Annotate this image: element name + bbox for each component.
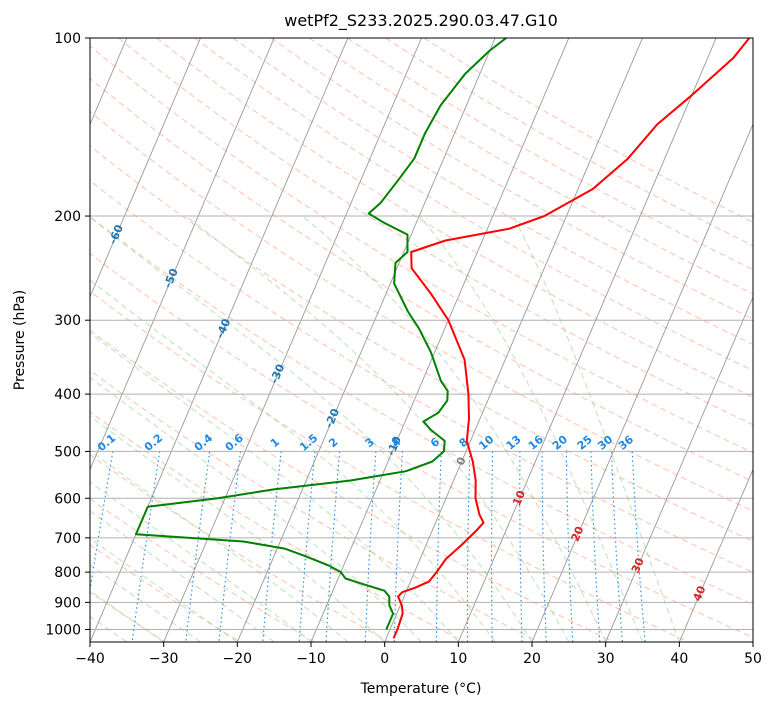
isotherms bbox=[0, 38, 775, 642]
moist-adiabats bbox=[0, 216, 679, 642]
y-tick-label: 500 bbox=[54, 444, 81, 460]
mixing-ratio-line bbox=[520, 451, 522, 642]
isotherm-label: -70 bbox=[52, 177, 72, 201]
mixing-ratio-line bbox=[186, 451, 210, 642]
moist-adiabat-line bbox=[0, 216, 274, 642]
dry-adiabat-line bbox=[309, 38, 775, 642]
dry-adiabat-line bbox=[0, 38, 464, 642]
dry-adiabat-line bbox=[0, 38, 240, 642]
dry-adiabat-line bbox=[0, 38, 775, 642]
isotherm-line bbox=[679, 38, 775, 642]
y-tick-label: 400 bbox=[54, 387, 81, 403]
mixing-ratio-label: 20 bbox=[550, 433, 570, 453]
x-tick-label: 30 bbox=[597, 651, 615, 667]
mixing-ratio-label: 0.4 bbox=[192, 431, 216, 454]
dry-adiabat-line bbox=[0, 38, 614, 642]
dry-adiabat-label: 10 bbox=[510, 488, 528, 507]
y-axis-title: Pressure (hPa) bbox=[12, 290, 28, 390]
y-tick-label: 800 bbox=[54, 565, 81, 581]
y-tick-label: 100 bbox=[54, 31, 81, 47]
dry-adiabat-line bbox=[386, 38, 775, 642]
x-tick-label: 10 bbox=[449, 651, 467, 667]
dry-adiabat-line bbox=[0, 38, 775, 642]
mixing-ratio-lines bbox=[82, 451, 645, 642]
dry-adiabat-line bbox=[0, 38, 688, 642]
isotherm-line bbox=[385, 38, 643, 642]
mixing-ratio-label: 16 bbox=[526, 433, 546, 453]
mixing-ratio-label: 2 bbox=[326, 435, 340, 450]
mixing-ratio-line bbox=[566, 451, 573, 642]
mixing-ratio-label: 36 bbox=[616, 433, 636, 453]
y-tick-label: 1000 bbox=[45, 622, 81, 638]
diagram-labels: -100-90-80-70-60-50-40-30-20-100.10.20.4… bbox=[0, 47, 709, 603]
isotherm-label: -50 bbox=[161, 266, 181, 290]
x-tick-label: 0 bbox=[380, 651, 389, 667]
moist-adiabat-line bbox=[420, 216, 643, 642]
isotherm-label: -80 bbox=[0, 130, 18, 154]
y-tick-label: 700 bbox=[54, 531, 81, 547]
mixing-ratio-line bbox=[82, 451, 113, 642]
dry-adiabat-line bbox=[0, 38, 539, 642]
isotherm-line bbox=[753, 38, 775, 642]
mixing-ratio-line bbox=[492, 451, 493, 642]
mixing-ratio-label: 25 bbox=[575, 433, 595, 453]
x-tick-label: 50 bbox=[744, 651, 762, 667]
dry-adiabat-line bbox=[4, 38, 775, 642]
mixing-ratio-line bbox=[632, 451, 645, 642]
y-tick-label: 300 bbox=[54, 313, 81, 329]
mixing-ratio-line bbox=[394, 451, 402, 642]
mixing-ratio-label: 3 bbox=[363, 435, 377, 450]
dry-adiabat-line bbox=[0, 38, 763, 642]
dry-adiabat-label: 20 bbox=[569, 524, 587, 543]
mixing-ratio-line bbox=[132, 451, 160, 642]
x-tick-label: 20 bbox=[523, 651, 541, 667]
x-tick-label: −20 bbox=[223, 651, 253, 667]
mixing-ratio-label: 0.6 bbox=[223, 431, 247, 454]
dry-adiabat-line bbox=[0, 38, 775, 642]
dry-adiabat-label: 40 bbox=[691, 584, 709, 603]
dry-adiabat-line bbox=[157, 38, 775, 642]
dry-adiabats bbox=[0, 38, 775, 642]
x-tick-label: −40 bbox=[75, 651, 105, 667]
x-tick-label: −10 bbox=[296, 651, 326, 667]
mixing-ratio-label: 13 bbox=[504, 433, 524, 453]
dry-adiabat-line bbox=[195, 38, 775, 642]
y-tick-label: 200 bbox=[54, 209, 81, 225]
moist-adiabat-line bbox=[186, 216, 569, 642]
isotherm-label: -30 bbox=[268, 362, 288, 386]
moist-adiabat-line bbox=[0, 216, 237, 642]
y-axis-ticks: 100 200 300 400 500 600 700 800 900 1000 bbox=[45, 31, 90, 638]
x-axis-title: Temperature (°C) bbox=[360, 681, 482, 697]
dry-adiabat-line bbox=[42, 38, 775, 642]
y-tick-label: 900 bbox=[54, 595, 81, 611]
isotherm-label: -20 bbox=[322, 406, 342, 430]
x-axis-ticks: −40 −30 −20 −10 0 10 20 30 40 50 bbox=[75, 642, 762, 667]
y-tick-label: 600 bbox=[54, 491, 81, 507]
dry-adiabat-line bbox=[424, 38, 775, 642]
chart-title: wetPf2_S233.2025.290.03.47.G10 bbox=[284, 11, 558, 31]
isotherm-line bbox=[90, 38, 348, 642]
dry-adiabat-line bbox=[271, 38, 775, 642]
mixing-ratio-label: 1 bbox=[268, 435, 282, 450]
plot-area: -100-90-80-70-60-50-40-30-20-100.10.20.4… bbox=[0, 38, 775, 642]
x-tick-label: 40 bbox=[670, 651, 688, 667]
dry-adiabat-label: 0 bbox=[454, 455, 469, 467]
sounding-series bbox=[136, 38, 749, 638]
dry-adiabat-line bbox=[118, 38, 775, 642]
dry-adiabat-line bbox=[0, 38, 315, 642]
dewpoint-profile-line bbox=[136, 38, 506, 630]
mixing-ratio-line bbox=[436, 451, 441, 642]
moist-adiabat-line bbox=[11, 216, 495, 642]
isotherm-line bbox=[458, 38, 716, 642]
mixing-ratio-label: 30 bbox=[595, 433, 615, 453]
x-tick-label: −30 bbox=[149, 651, 179, 667]
